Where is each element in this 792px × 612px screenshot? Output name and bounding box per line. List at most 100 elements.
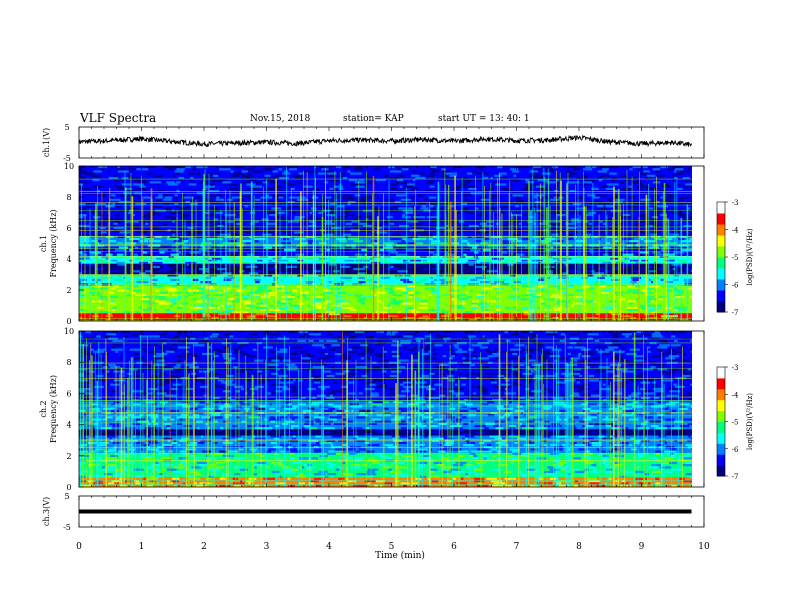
- spectrogram-cell: [100, 484, 107, 487]
- spectrogram-cell: [677, 259, 689, 262]
- spectrogram-cell: [92, 185, 104, 188]
- spectrogram-cell: [620, 168, 630, 171]
- spectrogram-cell: [82, 272, 93, 275]
- spectrogram-cell: [290, 450, 301, 453]
- spectrogram-cell: [79, 442, 84, 445]
- spectrogram-cell: [593, 468, 598, 471]
- spectrogram-cell: [546, 176, 552, 180]
- spectrogram-cell: [145, 270, 153, 273]
- spectrogram-cell: [471, 302, 479, 305]
- spectrogram-cell: [530, 240, 535, 243]
- spectrogram-cell: [485, 268, 492, 271]
- spectrogram-cell: [186, 300, 190, 303]
- spectrogram-cell: [386, 317, 394, 319]
- spectrogram-cell: [462, 251, 468, 254]
- spectrogram-cell: [241, 246, 245, 249]
- spectrogram-cell: [166, 311, 175, 314]
- spectrogram-cell: [259, 253, 270, 256]
- spectrogram-cell: [114, 205, 122, 208]
- spectrogram-cell: [423, 209, 431, 212]
- spectrogram-cell: [510, 466, 513, 469]
- spectrogram-cell: [161, 268, 172, 271]
- spectrogram-cell: [347, 431, 358, 434]
- spectrogram-cell: [668, 220, 673, 223]
- spectrogram-cell: [306, 304, 311, 307]
- spectrogram-cell: [553, 306, 562, 309]
- spectrogram-cell: [516, 240, 523, 243]
- spectrogram-cell: [538, 477, 544, 480]
- spectrogram-cell: [85, 205, 94, 208]
- spectrogram-cell: [661, 317, 673, 319]
- spectrogram-cell: [609, 311, 613, 314]
- spectrogram-cell: [429, 468, 438, 471]
- spectrogram-cell: [475, 240, 481, 243]
- spectrogram-cell: [613, 281, 618, 284]
- spectrogram-cell: [344, 315, 352, 318]
- spectrogram-cell: [370, 276, 374, 279]
- spectrogram-cell: [544, 484, 554, 487]
- spectrogram-cell: [150, 480, 156, 483]
- spectrogram-cell: [682, 466, 685, 469]
- spectrogram-cell: [626, 403, 635, 406]
- spectrogram-cell: [626, 285, 636, 288]
- spectrogram-cell: [548, 244, 558, 247]
- spectrogram-cell: [546, 442, 558, 445]
- spectrogram-cell: [599, 207, 607, 210]
- spectrogram-cell: [196, 484, 207, 487]
- spectrogram-cell: [267, 289, 271, 292]
- spectrogram-cell: [467, 218, 474, 221]
- spectrogram-cell: [288, 403, 292, 406]
- spectrogram-cell: [682, 464, 693, 467]
- spectrogram-cell: [208, 484, 214, 487]
- spectrogram-cell: [288, 287, 299, 290]
- spectrogram-cell: [131, 227, 140, 230]
- spectrogram-cell: [638, 433, 647, 436]
- spectrogram-cell: [144, 176, 154, 180]
- spectrogram-cell: [178, 484, 182, 487]
- spectrogram-cell: [165, 309, 170, 312]
- spectrogram-cell: [358, 281, 366, 284]
- spectrogram-cell: [174, 200, 179, 204]
- spectrogram-cell: [561, 291, 568, 294]
- spectrogram-cell: [314, 227, 325, 230]
- spectrogram-cell: [301, 170, 310, 173]
- spectrogram-cell: [550, 457, 554, 460]
- spectrogram-cell: [133, 253, 138, 256]
- spectrogram-cell: [677, 470, 684, 474]
- spectrogram-cell: [376, 231, 388, 234]
- spectrogram-cell: [221, 448, 229, 451]
- spectrogram-cell: [303, 464, 307, 467]
- spectrogram-cell: [566, 174, 573, 177]
- spectrogram-cell: [96, 214, 105, 217]
- spectrogram-cell: [333, 185, 344, 188]
- spectrogram-cell: [292, 268, 305, 271]
- spectrogram-cell: [405, 457, 408, 460]
- spectrogram-cell: [628, 174, 634, 177]
- spectrogram-cell: [437, 302, 446, 305]
- spectrogram-cell: [151, 231, 156, 234]
- spectrogram-cell: [673, 274, 679, 277]
- spectrogram-cell: [200, 281, 212, 284]
- spectrogram-cell: [79, 263, 84, 266]
- spectrogram-cell: [227, 248, 238, 252]
- spectrogram-cell: [174, 194, 178, 197]
- spectrogram-cell: [255, 244, 263, 247]
- spectrogram-cell: [486, 431, 497, 434]
- spectrogram-cell: [494, 437, 503, 440]
- spectrogram-cell: [435, 304, 447, 307]
- spectrogram-cell: [307, 168, 316, 171]
- spectrogram-cell: [182, 401, 190, 404]
- spectrogram-cell: [492, 181, 502, 184]
- spectrogram-cell: [229, 470, 241, 474]
- spectrogram-cell: [272, 170, 279, 173]
- spectrogram-cell: [231, 174, 239, 177]
- spectrogram-cell: [298, 181, 302, 184]
- spectrogram-cell: [97, 190, 100, 193]
- spectrogram-cell: [284, 291, 293, 294]
- spectrogram-cell: [168, 257, 176, 260]
- spectrogram-cell: [501, 315, 506, 318]
- spectrogram-cell: [601, 291, 609, 294]
- spectrogram-cell: [187, 227, 194, 230]
- spectrogram-cell: [570, 278, 579, 281]
- spectrogram-cell: [224, 287, 231, 290]
